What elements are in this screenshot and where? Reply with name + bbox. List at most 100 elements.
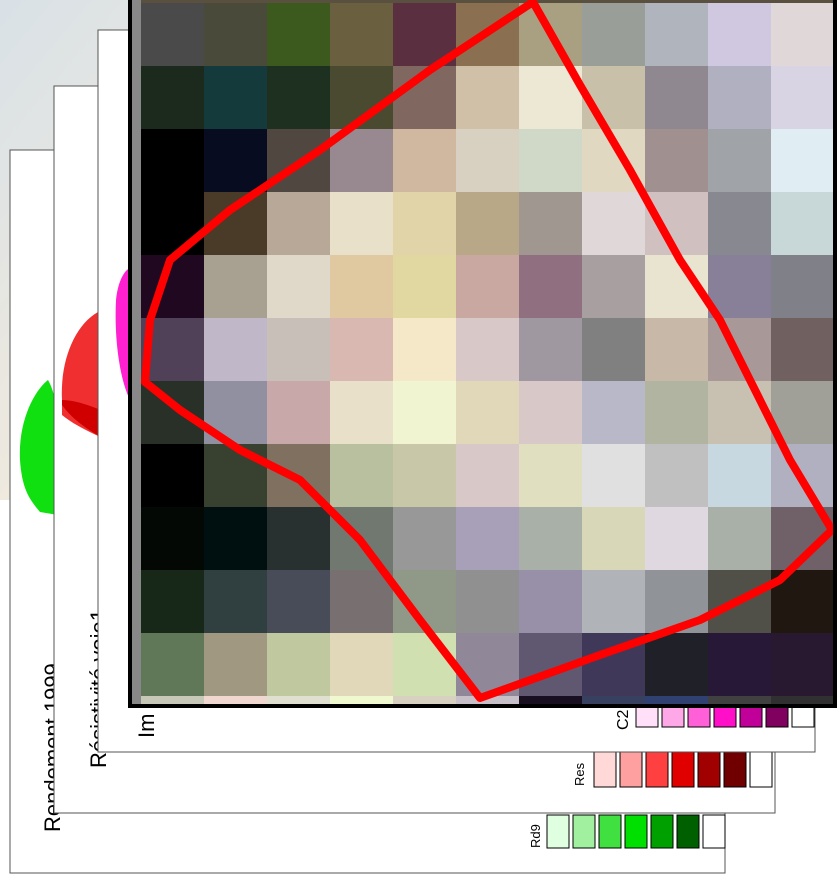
pixel-cell — [456, 507, 519, 570]
legend-label: Rd9 — [528, 824, 543, 848]
pixel-cell — [519, 318, 582, 381]
pixel-cell — [267, 507, 330, 570]
pixel-cell — [456, 381, 519, 444]
pixel-cell — [519, 192, 582, 255]
legend-swatch — [765, 706, 789, 728]
pixel-cell — [393, 507, 456, 570]
pixel-cell — [330, 3, 393, 66]
pixel-cell — [330, 696, 393, 706]
pixel-cell — [771, 255, 834, 318]
pixel-cell — [204, 507, 267, 570]
pixel-cell — [393, 192, 456, 255]
pixel-cell — [141, 633, 204, 696]
pixel-cell — [456, 255, 519, 318]
layer-title: Im — [134, 714, 159, 738]
pixel-cell — [582, 318, 645, 381]
pixel-cell — [456, 192, 519, 255]
pixel-cell — [771, 696, 834, 706]
pixel-cell — [582, 444, 645, 507]
pixel-cell — [771, 192, 834, 255]
legend-swatch — [546, 814, 570, 849]
legend-swatch — [697, 751, 721, 788]
selection-polygon[interactable] — [141, 0, 836, 702]
pixel-cell — [645, 633, 708, 696]
pixel-cell — [456, 129, 519, 192]
pixel-cell — [267, 66, 330, 129]
pixel-cell — [645, 3, 708, 66]
legend-swatch — [676, 814, 700, 849]
pixel-cell — [708, 66, 771, 129]
pixel-cell — [330, 318, 393, 381]
pixel-cell — [708, 255, 771, 318]
pixel-cell — [456, 66, 519, 129]
pixel-cell — [204, 66, 267, 129]
pixel-cell — [141, 696, 204, 706]
pixel-cell — [204, 129, 267, 192]
legend-swatch — [635, 706, 659, 728]
pixel-cell — [708, 507, 771, 570]
pixel-cell — [393, 381, 456, 444]
pixel-cell — [141, 570, 204, 633]
pixel-grid — [141, 0, 835, 706]
pixel-cell — [204, 3, 267, 66]
legend-swatch — [593, 751, 617, 788]
pixel-cell — [393, 633, 456, 696]
pixel-cell — [645, 66, 708, 129]
legend-swatch — [624, 814, 648, 849]
legend-swatch — [749, 751, 773, 788]
legend-label: Res — [572, 762, 587, 786]
pixel-cell — [771, 381, 834, 444]
pixel-cell — [519, 444, 582, 507]
card-border — [128, 0, 837, 708]
map-blob — [19, 380, 60, 515]
pixel-cell — [645, 318, 708, 381]
pixel-cell — [204, 633, 267, 696]
pixel-cell — [141, 192, 204, 255]
pixel-cell — [141, 0, 835, 3]
pixel-cell — [519, 381, 582, 444]
pixel-cell — [582, 381, 645, 444]
pixel-cell — [330, 255, 393, 318]
pixel-cell — [456, 570, 519, 633]
legend-swatch — [661, 706, 685, 728]
pixel-cell — [330, 381, 393, 444]
pixel-cell — [393, 129, 456, 192]
pixel-cell — [393, 318, 456, 381]
pixel-cell — [267, 381, 330, 444]
pixel-cell — [456, 696, 519, 706]
pixel-cell — [582, 507, 645, 570]
legend-swatch — [598, 814, 622, 849]
pixel-cell — [708, 444, 771, 507]
legend-swatch — [713, 706, 737, 728]
pixel-cell — [582, 696, 645, 706]
pixel-cell — [645, 129, 708, 192]
legend-swatch — [645, 751, 669, 788]
pixel-cell — [708, 318, 771, 381]
pixel-cell — [141, 66, 204, 129]
pixel-cell — [204, 444, 267, 507]
legend-swatch — [687, 706, 711, 728]
pixel-cell — [771, 3, 834, 66]
legend-swatch — [671, 751, 695, 788]
legend-swatch — [723, 751, 747, 788]
pixel-cell — [456, 318, 519, 381]
pixel-cell — [267, 255, 330, 318]
legend-swatch — [572, 814, 596, 849]
pixel-cell — [708, 696, 771, 706]
pixel-cell — [393, 696, 456, 706]
pixel-cell — [708, 129, 771, 192]
pixel-cell — [708, 381, 771, 444]
pixel-cell — [582, 255, 645, 318]
pixel-cell — [204, 570, 267, 633]
pixel-cell — [771, 129, 834, 192]
pixel-cell — [393, 444, 456, 507]
pixel-cell — [204, 696, 267, 706]
map-blob — [115, 268, 130, 400]
pixel-cell — [141, 444, 204, 507]
pixel-cell — [267, 318, 330, 381]
pixel-cell — [708, 192, 771, 255]
legend-swatch — [619, 751, 643, 788]
pixel-cell — [771, 66, 834, 129]
pixel-cell — [141, 129, 204, 192]
